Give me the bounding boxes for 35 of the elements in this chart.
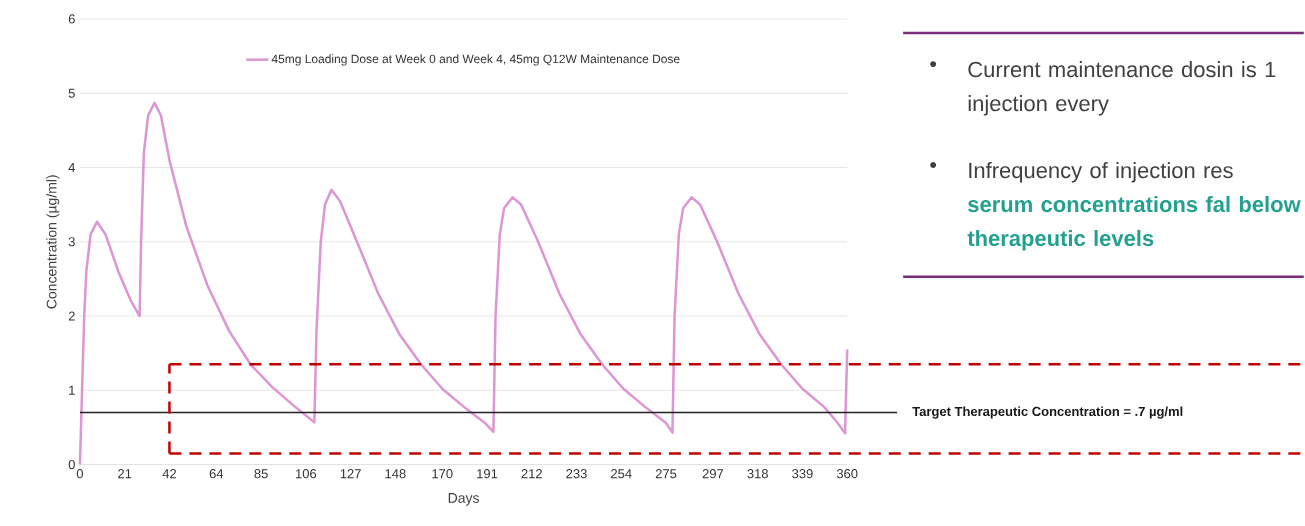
x-tick-label: 106 xyxy=(296,468,317,479)
y-tick-label: 2 xyxy=(68,311,75,321)
x-tick-label: 233 xyxy=(566,468,587,479)
x-tick-label: 127 xyxy=(340,468,361,478)
x-tick-label: 360 xyxy=(836,468,858,479)
x-tick-label: 318 xyxy=(747,468,768,479)
text: • xyxy=(930,60,937,67)
x-tick-label: 212 xyxy=(521,468,542,478)
text: serum concentrations fal below therapeutic levels xyxy=(967,195,1301,251)
x-axis-title: Days xyxy=(448,492,479,506)
text: • xyxy=(930,161,937,168)
ref-line-label: Target Therapeutic Concentration = .7 µg/ml xyxy=(912,406,1183,419)
y-tick-label: 4 xyxy=(68,162,76,172)
y-tick-label: 1 xyxy=(69,385,75,395)
x-tick-label: 297 xyxy=(702,468,724,479)
legend-label: 45mg Loading Dose at Week 0 and Week 4, 45mg Q12W Maintenance Dose xyxy=(271,54,680,66)
x-tick-label: 275 xyxy=(655,468,677,479)
y-tick-label: 6 xyxy=(68,14,75,24)
text: Infrequency of injection res xyxy=(969,161,1233,183)
line-series xyxy=(78,101,849,466)
text: Current maintenance dosin is 1 injection every xyxy=(968,60,1276,116)
y-axis-title: Concentration (µg/ml) xyxy=(46,175,60,309)
x-tick-label: 148 xyxy=(385,468,406,479)
x-tick-label: 64 xyxy=(209,468,224,479)
y-tick-label: 3 xyxy=(68,236,75,247)
y-tick-label: 5 xyxy=(68,88,75,98)
y-tick-label: 0 xyxy=(68,459,75,469)
x-tick-label: 254 xyxy=(611,468,632,479)
x-tick-label: 339 xyxy=(792,468,813,479)
x-tick-label: 191 xyxy=(477,468,498,479)
x-tick-label: 21 xyxy=(118,468,132,478)
x-tick-label: 170 xyxy=(432,468,453,479)
x-tick-label: 42 xyxy=(162,468,177,478)
x-tick-label: 0 xyxy=(76,468,84,479)
x-tick-label: 85 xyxy=(254,468,268,479)
